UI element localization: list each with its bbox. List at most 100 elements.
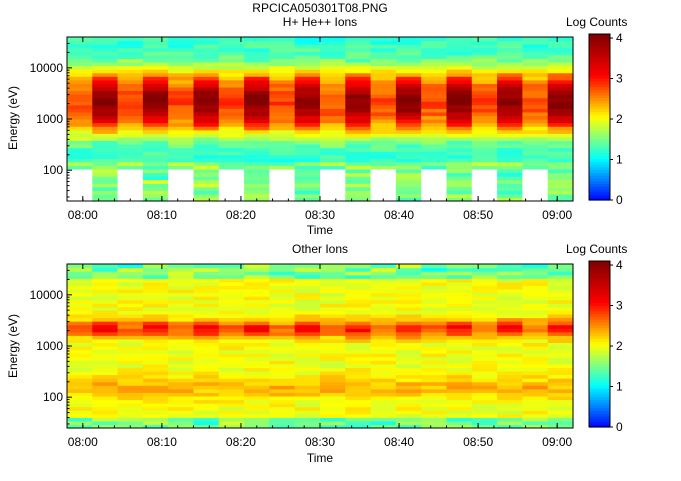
- heatmap-cell: [345, 129, 372, 134]
- heatmap-cell: [117, 349, 144, 354]
- heatmap-cell: [117, 420, 144, 426]
- heatmap-cell: [522, 342, 549, 347]
- heatmap-cell: [294, 299, 321, 304]
- heatmap-cell: [142, 97, 169, 102]
- heatmap-cell: [294, 296, 321, 301]
- heatmap-cell: [142, 349, 169, 354]
- heatmap-cell: [345, 161, 372, 166]
- heatmap-cell: [345, 104, 372, 109]
- heatmap-cell: [421, 115, 448, 120]
- heatmap-cell: [320, 335, 346, 340]
- heatmap-cell: [168, 317, 195, 322]
- heatmap-cell: [345, 94, 372, 99]
- heatmap-cell: [67, 83, 93, 88]
- heatmap-cell: [395, 176, 422, 181]
- heatmap-cell: [421, 335, 448, 340]
- heatmap-cell: [142, 374, 169, 379]
- heatmap-cell: [168, 90, 195, 95]
- heatmap-cell: [370, 104, 397, 109]
- heatmap-cell: [395, 292, 422, 297]
- heatmap-cell: [446, 143, 473, 149]
- heatmap-cell: [320, 161, 346, 166]
- heatmap-cell: [294, 417, 321, 422]
- heatmap-cell: [395, 147, 422, 152]
- colorbar-swatch: [589, 407, 610, 411]
- heatmap-cell: [522, 90, 549, 95]
- heatmap-cell: [421, 51, 448, 56]
- heatmap-cell: [395, 193, 422, 199]
- heatmap-cell: [168, 86, 195, 92]
- heatmap-cell: [142, 310, 169, 315]
- heatmap-cell: [395, 51, 422, 56]
- heatmap-cell: [142, 115, 169, 120]
- heatmap-cell: [497, 176, 523, 181]
- heatmap-cell: [522, 165, 549, 170]
- heatmap-cell: [421, 310, 448, 315]
- heatmap-cell: [193, 126, 220, 131]
- heatmap-cell: [117, 324, 144, 329]
- x-tick-label: 09:00: [542, 208, 572, 222]
- heatmap-cell: [67, 101, 93, 106]
- heatmap-cell: [370, 399, 397, 404]
- heatmap-cell: [142, 313, 169, 319]
- heatmap-cell: [497, 292, 523, 297]
- colorbar-swatch: [589, 327, 610, 331]
- heatmap-cell: [395, 306, 422, 311]
- heatmap-cell: [193, 278, 220, 283]
- heatmap-cell: [370, 356, 397, 361]
- heatmap-cell: [395, 119, 422, 124]
- heatmap-cell: [471, 58, 498, 63]
- colorbar-tick-label: 2: [616, 339, 623, 353]
- heatmap-cell: [522, 154, 549, 159]
- heatmap-cell: [345, 79, 372, 84]
- x-axis: 08:00 08:10 08:20 08:30 08:40 08:50 09:00: [66, 37, 574, 222]
- heatmap-cell: [67, 129, 93, 134]
- heatmap-cell: [395, 420, 422, 426]
- heatmap-cell: [370, 101, 397, 106]
- colorbar-swatch: [589, 175, 610, 179]
- heatmap-cell: [67, 335, 93, 340]
- heatmap-cell: [67, 324, 93, 329]
- heatmap-cell: [471, 65, 498, 70]
- heatmap-cell: [421, 83, 448, 88]
- heatmap-cell: [218, 61, 245, 67]
- heatmap-cell: [142, 158, 169, 163]
- heatmap-cell: [294, 306, 321, 311]
- heatmap-cell: [218, 424, 245, 429]
- heatmap-cell: [471, 136, 498, 141]
- heatmap-cell: [142, 140, 169, 145]
- heatmap-cell: [345, 97, 372, 102]
- heatmap-cell: [421, 72, 448, 77]
- heatmap-cell: [67, 154, 93, 159]
- heatmap-cell: [244, 47, 270, 52]
- heatmap-cell: [471, 410, 498, 415]
- heatmap-cell: [117, 79, 144, 84]
- heatmap-cell: [193, 69, 220, 74]
- heatmap-cell: [547, 378, 574, 383]
- heatmap-cell: [269, 303, 296, 308]
- colorbar-swatch: [589, 69, 610, 74]
- heatmap-cell: [471, 378, 498, 383]
- heatmap-cell: [446, 37, 473, 42]
- heatmap-cell: [218, 94, 245, 99]
- heatmap-cell: [168, 395, 195, 401]
- heatmap-cell: [471, 111, 498, 117]
- heatmap-cell: [547, 274, 574, 279]
- heatmap-cell: [320, 388, 346, 393]
- heatmap-cell: [471, 47, 498, 52]
- heatmap-cell: [446, 395, 473, 401]
- heatmap-cell: [320, 133, 346, 138]
- heatmap-cell: [92, 310, 119, 315]
- heatmap-cell: [168, 292, 195, 297]
- heatmap-cell: [218, 306, 245, 311]
- heatmap-cell: [142, 342, 169, 347]
- heatmap-cell: [345, 58, 372, 63]
- heatmap-cell: [446, 133, 473, 138]
- heatmap-cell: [370, 299, 397, 304]
- heatmap-cell: [244, 346, 270, 351]
- heatmap-cell: [168, 186, 195, 191]
- heatmap-cell: [67, 86, 93, 92]
- heatmap-cell: [142, 417, 169, 422]
- heatmap-cell: [218, 161, 245, 166]
- heatmap-cell: [395, 281, 422, 286]
